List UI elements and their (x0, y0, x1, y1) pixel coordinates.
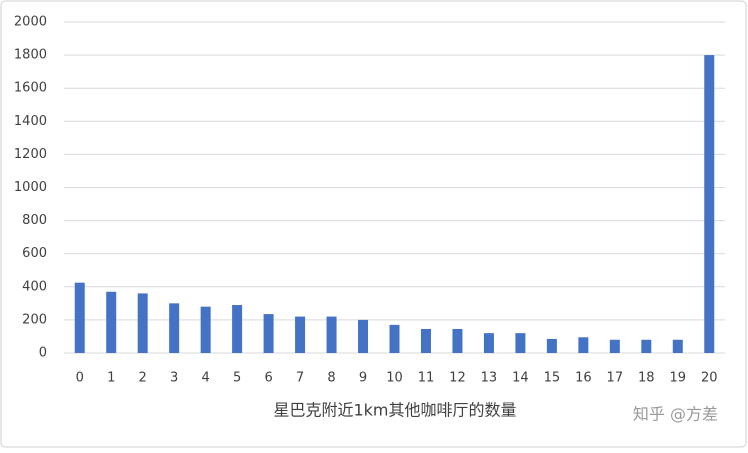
bar (106, 291, 117, 353)
y-tick-label: 200 (22, 312, 47, 327)
x-tick-label: 12 (449, 371, 466, 386)
x-tick-label: 15 (544, 371, 561, 386)
y-tick-label: 1600 (14, 81, 47, 96)
x-tick-label: 16 (575, 371, 592, 386)
y-tick-label: 800 (22, 213, 47, 228)
x-tick-label: 5 (233, 371, 241, 386)
y-tick-label: 600 (22, 246, 47, 261)
bar (74, 282, 85, 353)
bar (169, 303, 180, 353)
x-tick-label: 10 (386, 371, 403, 386)
x-tick-label: 6 (264, 371, 272, 386)
bar (641, 339, 652, 353)
bar (295, 316, 306, 353)
y-tick-label: 2000 (14, 15, 47, 30)
bar (420, 329, 431, 353)
y-tick-label: 0 (39, 346, 47, 361)
x-tick-label: 1 (107, 371, 115, 386)
x-tick-label: 4 (202, 371, 210, 386)
x-tick-label: 11 (418, 371, 435, 386)
bar (672, 339, 683, 353)
bar (263, 314, 274, 353)
watermark: 知乎 @方差 (633, 405, 718, 424)
y-tick-label: 1200 (14, 147, 47, 162)
x-tick-label: 13 (481, 371, 498, 386)
x-tick-label: 7 (296, 371, 304, 386)
x-tick-label: 9 (359, 371, 367, 386)
bar (609, 339, 620, 353)
x-axis-title: 星巴克附近1km其他咖啡厅的数量 (273, 401, 516, 420)
bar (326, 316, 337, 353)
bar (515, 333, 526, 353)
bar (137, 293, 148, 353)
bar (232, 305, 243, 353)
x-tick-label: 20 (701, 371, 718, 386)
bar (546, 338, 557, 353)
x-tick-label: 2 (139, 371, 147, 386)
y-tick-label: 1400 (14, 114, 47, 129)
x-tick-label: 18 (638, 371, 655, 386)
x-tick-label: 0 (76, 371, 84, 386)
x-tick-label: 3 (170, 371, 178, 386)
bar (358, 319, 369, 353)
x-tick-label: 17 (607, 371, 624, 386)
x-tick-label: 14 (512, 371, 529, 386)
y-tick-label: 400 (22, 279, 47, 294)
x-tick-label: 8 (327, 371, 335, 386)
bar (483, 333, 494, 353)
x-tick-label: 19 (670, 371, 687, 386)
y-tick-label: 1800 (14, 48, 47, 63)
bar (200, 306, 211, 353)
bar (389, 324, 400, 353)
y-tick-label: 1000 (14, 180, 47, 195)
bar (578, 337, 589, 353)
bar (704, 55, 715, 353)
bar (452, 329, 463, 353)
